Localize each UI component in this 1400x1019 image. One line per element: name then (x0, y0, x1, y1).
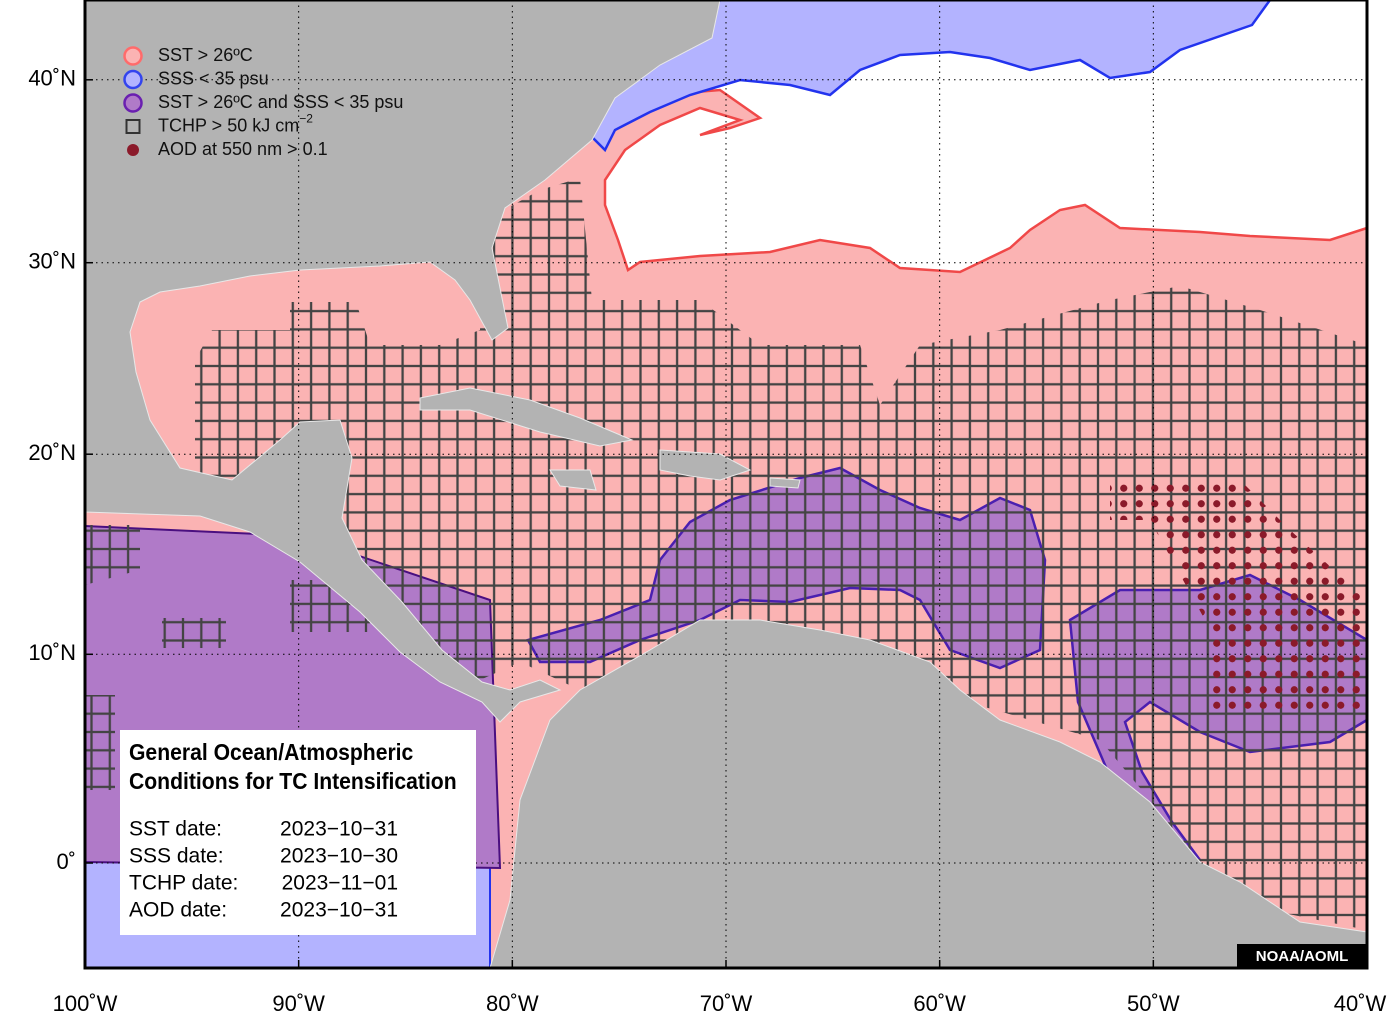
lat-tick-label: 10˚N (28, 640, 76, 665)
graticule (85, 0, 1367, 968)
legend-label: SST > 26ºC and SSS < 35 psu (158, 92, 403, 112)
lon-tick-label: 90˚W (272, 991, 325, 1016)
land (85, 0, 721, 723)
info-title: General Ocean/Atmospheric (129, 739, 413, 765)
lon-tick-label: 100˚W (53, 991, 118, 1016)
date-label: TCHP date: (129, 872, 238, 895)
date-label: AOD date: (129, 899, 227, 922)
date-label: SST date: (129, 818, 222, 841)
credit: NOAA/AOML (1256, 948, 1349, 965)
date-label: SSS date: (129, 845, 224, 868)
axes: 100˚W 90˚W 80˚W 70˚W 60˚W 50˚W 40˚W 0˚ 10˚N 20˚N 3… (28, 66, 1386, 1016)
legend-superscript: −2 (299, 112, 313, 126)
legend-text: SST > 26ºC and SSS < 35 psu (158, 92, 403, 112)
islands (419, 387, 801, 491)
legend-text: SSS < 35 psu (158, 68, 269, 88)
aod-dots (1110, 480, 1367, 710)
legend-label: SST > 26ºC (158, 45, 253, 65)
legend-text: AOD at 550 nm > 0.1 (158, 139, 328, 159)
legend-label: TCHP > 50 kJ cm−2 (158, 112, 313, 136)
legend-swatch (123, 93, 143, 113)
credit-box (1237, 944, 1367, 968)
legend-swatch (123, 46, 143, 66)
legend: SST > 26ºC SSS < 35 psu SST > 26ºC and SSS… (123, 45, 403, 159)
legend-text: TCHP > 50 kJ cm (158, 115, 299, 135)
legend-text: SST > 26ºC (158, 45, 253, 65)
south-america (489, 619, 1367, 968)
legend-swatch (127, 144, 139, 156)
info-text: General Ocean/Atmospheric Conditions for … (129, 739, 457, 921)
lon-tick-label: 60˚W (913, 991, 966, 1016)
info-box (120, 730, 476, 935)
legend-swatch (123, 69, 143, 90)
lat-tick-label: 20˚N (28, 440, 76, 465)
legend-label: SSS < 35 psu (158, 68, 269, 88)
map-area: General Ocean/Atmospheric Conditions for … (85, 0, 1367, 968)
legend-label: AOD at 550 nm > 0.1 (158, 139, 328, 159)
date-value: 2023−10−31 (280, 818, 398, 841)
date-value: 2023−10−31 (280, 899, 398, 922)
tchp-grid (85, 178, 1367, 930)
lon-tick-label: 50˚W (1127, 991, 1180, 1016)
date-value: 2023−11−01 (282, 872, 398, 895)
legend-swatch (125, 119, 141, 134)
lat-tick-label: 40˚N (28, 66, 76, 91)
lon-tick-label: 80˚W (486, 991, 539, 1016)
lon-tick-label: 70˚W (700, 991, 753, 1016)
lat-tick-label: 0˚ (56, 849, 76, 874)
lat-tick-label: 30˚N (28, 249, 76, 274)
info-title: Conditions for TC Intensification (129, 768, 457, 794)
lon-tick-label: 40˚W (1334, 991, 1387, 1016)
date-value: 2023−10−30 (280, 845, 398, 868)
